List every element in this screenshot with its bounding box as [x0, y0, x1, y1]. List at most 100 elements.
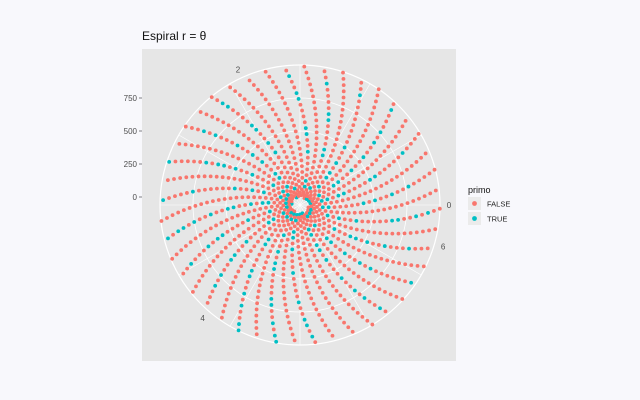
point-nonprime — [215, 98, 220, 103]
point-prime — [372, 140, 377, 145]
point-nonprime — [236, 156, 241, 161]
point-nonprime — [262, 170, 267, 175]
point-nonprime — [313, 219, 317, 223]
point-nonprime — [289, 166, 294, 170]
point-nonprime — [285, 189, 289, 193]
point-nonprime — [319, 159, 323, 163]
point-prime — [262, 190, 266, 195]
point-prime — [287, 74, 292, 79]
point-nonprime — [375, 93, 380, 98]
point-nonprime — [274, 255, 279, 260]
point-nonprime — [181, 208, 186, 213]
point-nonprime — [281, 278, 286, 283]
point-nonprime — [327, 301, 331, 306]
point-nonprime — [263, 230, 268, 235]
point-nonprime — [193, 257, 198, 262]
point-nonprime — [367, 299, 372, 304]
point-nonprime — [381, 125, 386, 129]
point-nonprime — [290, 241, 295, 246]
point-nonprime — [242, 259, 247, 263]
point-nonprime — [285, 211, 290, 216]
point-nonprime — [211, 259, 216, 263]
point-nonprime — [323, 201, 328, 206]
point-nonprime — [245, 149, 250, 154]
point-prime — [325, 213, 330, 218]
point-nonprime — [176, 210, 181, 215]
point-nonprime — [378, 219, 382, 224]
point-nonprime — [255, 110, 260, 115]
point-nonprime — [276, 218, 281, 223]
point-nonprime — [375, 135, 380, 140]
point-nonprime — [280, 185, 285, 189]
point-nonprime — [226, 176, 231, 180]
point-nonprime — [309, 171, 314, 176]
point-nonprime — [306, 182, 311, 187]
point-nonprime — [277, 210, 282, 214]
point-nonprime — [225, 229, 230, 234]
point-nonprime — [237, 315, 242, 320]
point-prime — [225, 206, 230, 211]
point-nonprime — [315, 170, 320, 174]
point-nonprime — [304, 252, 309, 257]
point-nonprime — [185, 266, 190, 271]
point-nonprime — [385, 273, 390, 278]
point-prime — [246, 218, 250, 223]
point-nonprime — [327, 279, 332, 284]
point-nonprime — [329, 251, 334, 256]
point-nonprime — [290, 332, 295, 337]
point-nonprime — [394, 204, 398, 209]
point-nonprime — [353, 117, 357, 122]
point-nonprime — [374, 269, 378, 274]
point-nonprime — [276, 186, 281, 191]
point-nonprime — [209, 95, 214, 100]
point-nonprime — [271, 327, 276, 332]
point-prime — [272, 267, 276, 271]
point-nonprime — [289, 144, 293, 149]
point-nonprime — [334, 288, 339, 293]
point-nonprime — [192, 159, 196, 164]
point-nonprime — [290, 150, 295, 155]
point-nonprime — [241, 230, 246, 235]
point-nonprime — [302, 247, 307, 251]
point-prime — [254, 127, 259, 132]
point-nonprime — [246, 136, 251, 141]
point-nonprime — [326, 230, 331, 235]
point-prime — [273, 150, 278, 155]
point-prime — [409, 280, 414, 285]
point-nonprime — [226, 186, 231, 191]
point-nonprime — [290, 220, 295, 225]
point-nonprime — [241, 211, 246, 216]
point-nonprime — [351, 177, 356, 182]
point-nonprime — [370, 322, 375, 327]
point-nonprime — [267, 102, 272, 107]
point-prime — [339, 276, 344, 281]
point-nonprime — [256, 220, 261, 225]
point-nonprime — [355, 310, 360, 315]
point-nonprime — [281, 203, 286, 208]
point-prime — [176, 229, 181, 234]
point-nonprime — [384, 231, 389, 236]
point-nonprime — [323, 209, 328, 213]
point-prime — [285, 215, 289, 219]
point-nonprime — [238, 186, 243, 191]
point-nonprime — [372, 219, 377, 224]
point-nonprime — [197, 279, 202, 283]
point-nonprime — [376, 243, 381, 247]
point-nonprime — [313, 189, 317, 193]
point-nonprime — [185, 191, 189, 195]
point-nonprime — [262, 224, 266, 229]
point-nonprime — [207, 131, 212, 136]
point-prime — [336, 180, 341, 184]
point-nonprime — [335, 210, 340, 215]
point-nonprime — [205, 300, 210, 305]
point-nonprime — [432, 167, 437, 172]
point-nonprime — [311, 165, 315, 170]
point-prime — [341, 191, 346, 196]
point-nonprime — [354, 111, 359, 116]
point-nonprime — [235, 223, 240, 228]
point-nonprime — [236, 248, 241, 253]
r-tick-label: 500 — [124, 127, 138, 136]
point-nonprime — [343, 232, 347, 237]
point-nonprime — [357, 159, 362, 164]
point-nonprime — [400, 297, 405, 301]
